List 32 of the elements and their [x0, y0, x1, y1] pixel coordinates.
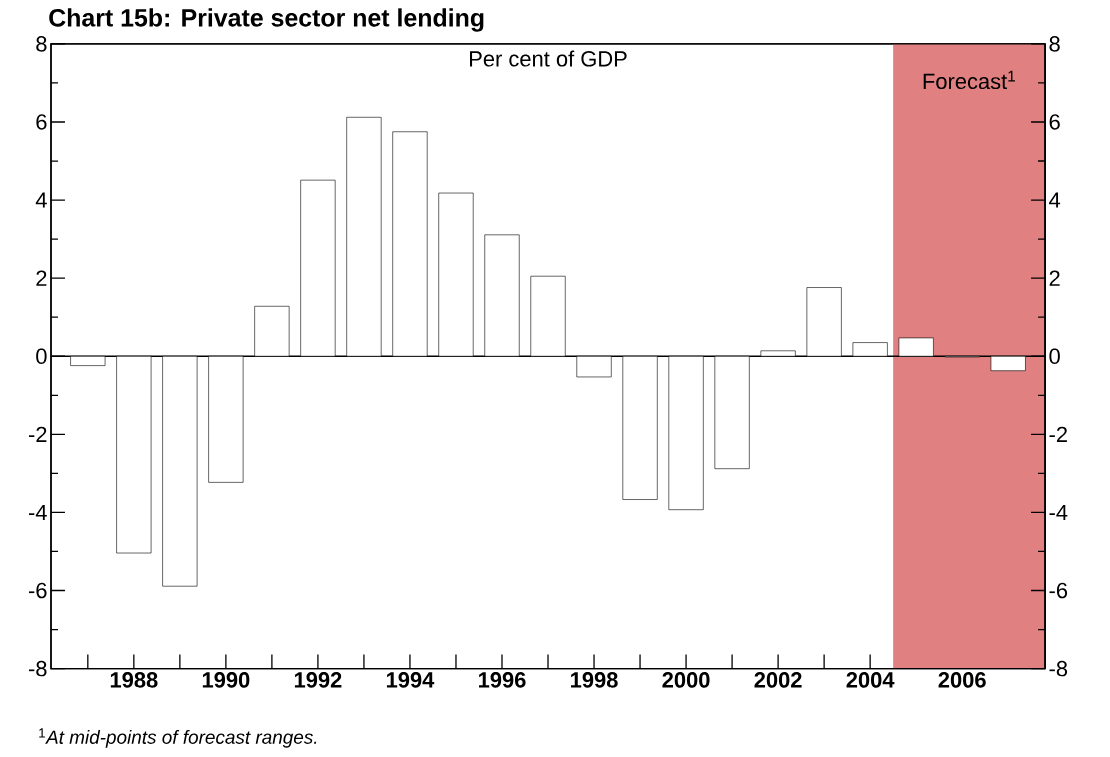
text: $^{1}$At mid-points of forecast ranges. [39, 728, 317, 748]
chart-title: Chart 15b: Private sector net lending [49, 8, 484, 32]
y-tick-label: 6 [36, 114, 47, 130]
y2-tick-label: -4 [1049, 504, 1068, 520]
y-tick-label: 8 [36, 36, 47, 52]
y-tick-label: -2 [28, 426, 47, 442]
y-tick-label: -8 [28, 660, 47, 677]
y2-tick-label: 4 [1049, 192, 1061, 208]
y-tick-label: 0 [36, 348, 47, 365]
y2-tick-label: 2 [1049, 270, 1060, 286]
y-tick-label: -4 [28, 504, 47, 520]
chart-subtitle: Per cent of GDP [470, 50, 627, 67]
x-tick-label: 2002 [754, 672, 802, 688]
x-tick-label: 1994 [386, 672, 435, 688]
x-tick-label: 1998 [571, 672, 618, 688]
y-tick-label: 4 [35, 192, 47, 208]
y-tick-label: -6 [28, 582, 47, 599]
x-tick-label: 1996 [478, 672, 526, 688]
y2-tick-label: -2 [1049, 426, 1067, 442]
band-label: Forecast$^{1}$ [923, 70, 1015, 90]
x-tick-label: 1988 [110, 672, 158, 688]
y-tick-label: 2 [36, 270, 47, 286]
y2-tick-label: 0 [1049, 348, 1060, 365]
x-tick-label: 2000 [662, 672, 710, 688]
y2-tick-label: -6 [1049, 582, 1068, 599]
x-tick-label: 2004 [846, 672, 895, 688]
x-tick-label: 2006 [938, 672, 986, 688]
y2-tick-label: 6 [1049, 114, 1060, 130]
y2-tick-label: -8 [1049, 660, 1068, 677]
x-tick-label: 1990 [202, 672, 250, 688]
y2-tick-label: 8 [1049, 36, 1060, 52]
x-tick-label: 1992 [294, 672, 342, 688]
